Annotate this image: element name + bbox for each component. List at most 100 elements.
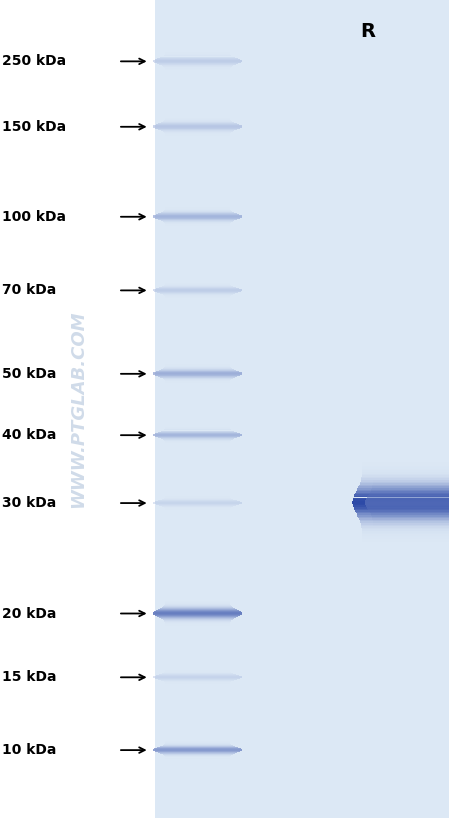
Bar [362, 539, 449, 541]
Bar [357, 514, 449, 515]
Bar [362, 534, 449, 536]
Bar [362, 547, 449, 549]
Bar [357, 489, 449, 491]
Bar [359, 485, 449, 487]
Bar [362, 533, 449, 534]
Bar [373, 481, 449, 482]
Bar [370, 493, 449, 494]
Bar [354, 509, 449, 510]
Bar [370, 492, 449, 493]
Bar [372, 488, 449, 489]
Bar [361, 480, 449, 482]
Bar [354, 494, 449, 496]
Text: 150 kDa: 150 kDa [2, 119, 66, 134]
Bar [360, 483, 449, 485]
Bar [371, 490, 449, 491]
Bar [373, 522, 449, 523]
Bar [362, 457, 449, 459]
Bar [369, 510, 449, 511]
Bar [362, 544, 449, 546]
Bar [361, 526, 449, 528]
Bar [360, 521, 449, 523]
Text: 40 kDa: 40 kDa [2, 428, 57, 443]
Bar [371, 514, 449, 515]
Bar [362, 542, 449, 544]
Bar [373, 529, 449, 530]
Bar [373, 524, 449, 525]
Bar [367, 497, 449, 498]
Bar [372, 516, 449, 517]
Text: 70 kDa: 70 kDa [2, 283, 57, 298]
Bar [366, 498, 449, 499]
Bar [362, 529, 449, 531]
Bar [353, 506, 449, 507]
Bar [352, 499, 449, 501]
Text: 15 kDa: 15 kDa [2, 670, 57, 685]
Bar [362, 469, 449, 470]
Bar [370, 491, 449, 492]
Bar [356, 491, 449, 492]
Text: WWW.PTGLAB.COM: WWW.PTGLAB.COM [70, 310, 88, 508]
Bar [361, 475, 449, 477]
Bar [355, 510, 449, 512]
Bar [360, 519, 449, 521]
Bar [361, 477, 449, 479]
Bar [372, 517, 449, 518]
Bar [0, 0, 155, 818]
Text: 30 kDa: 30 kDa [2, 496, 57, 510]
Bar [366, 506, 449, 507]
Bar [372, 485, 449, 487]
Bar [361, 479, 449, 480]
Bar [362, 461, 449, 462]
Bar [373, 527, 449, 528]
Bar [362, 549, 449, 550]
Bar [155, 0, 449, 818]
Bar [362, 455, 449, 456]
Bar [362, 467, 449, 469]
Bar [371, 515, 449, 516]
Bar [372, 487, 449, 488]
Bar [360, 482, 449, 483]
Bar [362, 462, 449, 464]
Bar [373, 528, 449, 529]
Bar [365, 500, 449, 501]
Bar [373, 519, 449, 521]
Bar [373, 476, 449, 477]
Bar [362, 456, 449, 457]
Bar [370, 513, 449, 514]
Text: 100 kDa: 100 kDa [2, 209, 66, 224]
Text: 20 kDa: 20 kDa [2, 606, 57, 621]
Bar [361, 524, 449, 526]
Bar [373, 482, 449, 483]
Bar [373, 477, 449, 478]
Bar [361, 523, 449, 524]
Bar [373, 483, 449, 484]
Bar [361, 528, 449, 529]
Text: R: R [361, 21, 376, 41]
Bar [362, 465, 449, 467]
Bar [352, 501, 449, 502]
Bar [352, 502, 449, 504]
Bar [362, 541, 449, 542]
Bar [372, 518, 449, 519]
Bar [369, 494, 449, 495]
Bar [373, 478, 449, 479]
Bar [373, 479, 449, 481]
Bar [362, 537, 449, 539]
Bar [373, 530, 449, 532]
Bar [373, 475, 449, 476]
Bar [365, 499, 449, 500]
Bar [368, 495, 449, 496]
Bar [357, 515, 449, 517]
Bar [373, 484, 449, 485]
Bar [362, 459, 449, 461]
Bar [365, 502, 449, 504]
Bar [373, 526, 449, 527]
Bar [371, 489, 449, 490]
Bar [362, 472, 449, 474]
Bar [373, 523, 449, 524]
Bar [362, 531, 449, 533]
Bar [370, 512, 449, 513]
Bar [356, 512, 449, 514]
Bar [352, 504, 449, 506]
